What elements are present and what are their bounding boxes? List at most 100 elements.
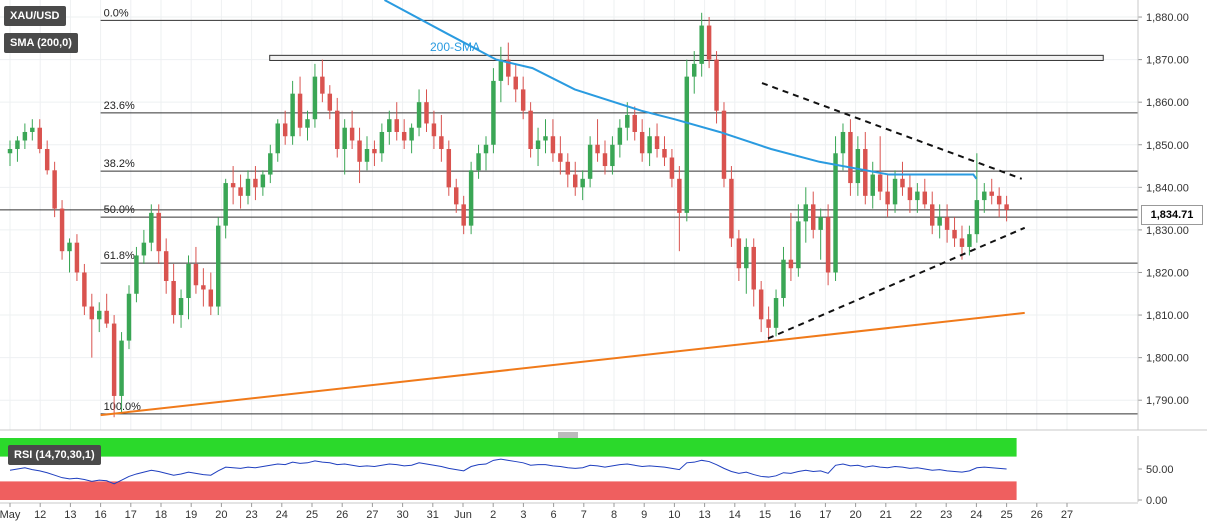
bull-candle xyxy=(483,144,489,154)
bear-candle xyxy=(944,217,950,230)
time-tick-label: 24 xyxy=(970,509,982,521)
price-tick-label: 1,840.00 xyxy=(1146,182,1189,194)
bear-candle xyxy=(877,174,883,192)
time-tick-label: 13 xyxy=(698,509,710,521)
bear-candle xyxy=(520,89,526,111)
sma-200-path xyxy=(384,0,978,180)
time-tick-label: 12 xyxy=(34,509,46,521)
bull-candle xyxy=(535,140,541,150)
bear-candle xyxy=(74,242,80,273)
bear-candle xyxy=(44,149,50,171)
bear-candle xyxy=(922,191,928,205)
bull-candle xyxy=(833,153,838,273)
time-tick-label: 7 xyxy=(581,509,587,521)
price-tick-label: 1,810.00 xyxy=(1146,310,1189,322)
bull-candle xyxy=(305,119,310,128)
bear-candle xyxy=(528,110,533,150)
bear-candle xyxy=(156,212,161,252)
bear-candle xyxy=(573,174,578,188)
bear-candle xyxy=(602,153,608,167)
pane-resize-handle[interactable] xyxy=(558,432,578,438)
bull-candle xyxy=(684,76,690,213)
bear-candle xyxy=(1004,204,1009,210)
bear-candle xyxy=(201,285,206,290)
bear-candle xyxy=(654,136,660,150)
fib-label: 0.0% xyxy=(104,7,129,19)
bear-candle xyxy=(952,229,957,239)
bear-candle xyxy=(900,178,905,188)
fib-label: 23.6% xyxy=(104,100,135,112)
rsi-tick-label: 50.00 xyxy=(1146,464,1174,476)
bear-candle xyxy=(208,289,214,307)
time-tick-label: 9 xyxy=(641,509,647,521)
bear-candle xyxy=(825,217,831,273)
rsi-indicator-badge[interactable]: RSI (14,70,30,1) xyxy=(8,445,101,465)
bull-candle xyxy=(178,298,184,316)
fib-label: 38.2% xyxy=(104,158,135,170)
bear-candle xyxy=(729,178,734,239)
bear-candle xyxy=(297,93,303,128)
bull-candle xyxy=(7,149,13,154)
bear-candle xyxy=(565,161,571,175)
bull-candle xyxy=(796,221,801,269)
bear-candle xyxy=(848,131,853,184)
bull-candle xyxy=(268,153,273,175)
bull-candle xyxy=(416,102,422,128)
bear-candle xyxy=(907,187,913,201)
bull-candle xyxy=(855,149,861,184)
bull-candle xyxy=(818,217,823,230)
bull-candle xyxy=(937,217,942,226)
bull-candle xyxy=(625,114,630,128)
bull-candle xyxy=(587,144,593,179)
bear-candle xyxy=(513,76,518,90)
bear-candle xyxy=(885,191,890,205)
bear-candle xyxy=(595,144,600,154)
time-tick-label: 14 xyxy=(729,509,741,521)
bull-candle xyxy=(119,340,124,396)
sma-annotation: 200-SMA xyxy=(430,40,480,54)
price-tick-label: 1,800.00 xyxy=(1146,353,1189,365)
bear-candle xyxy=(989,191,994,196)
bear-candle xyxy=(424,102,429,124)
sma-200-line xyxy=(384,0,978,180)
price-pane xyxy=(0,0,1138,430)
bull-candle xyxy=(275,123,280,154)
bull-candle xyxy=(498,59,504,81)
bull-candle xyxy=(97,310,102,320)
rsi-line xyxy=(9,458,1007,485)
bull-candle xyxy=(840,131,846,154)
bull-candle xyxy=(149,212,154,243)
price-tick-label: 1,850.00 xyxy=(1146,140,1189,152)
bear-candle xyxy=(171,280,176,316)
time-tick-label: 24 xyxy=(276,509,288,521)
rsi-oversold-band xyxy=(0,481,1017,500)
bear-candle xyxy=(788,259,794,269)
bear-candle xyxy=(751,246,756,290)
sma-indicator-badge[interactable]: SMA (200,0) xyxy=(4,33,78,53)
bull-candle xyxy=(744,246,749,269)
bear-candle xyxy=(721,110,727,179)
time-tick-label: 2 xyxy=(490,509,496,521)
time-tick-label: 10 xyxy=(668,509,680,521)
time-tick-label: 25 xyxy=(1000,509,1012,521)
rsi-tick-label: 0.00 xyxy=(1146,495,1167,507)
time-tick-label: 15 xyxy=(759,509,771,521)
bear-candle xyxy=(863,149,868,196)
bull-candle xyxy=(870,174,875,196)
bull-candle xyxy=(982,191,987,201)
price-tick-label: 1,870.00 xyxy=(1146,55,1189,67)
bear-candle xyxy=(766,319,771,328)
bear-candle xyxy=(810,204,816,230)
bear-candle xyxy=(335,110,340,150)
bear-candle xyxy=(996,195,1002,205)
symbol-badge[interactable]: XAU/USD xyxy=(4,6,66,26)
bull-candle xyxy=(216,225,221,307)
triangle-trendline xyxy=(767,226,1026,340)
bear-candle xyxy=(959,238,965,247)
bear-candle xyxy=(89,306,95,320)
bear-candle xyxy=(394,119,399,132)
time-tick-label: 27 xyxy=(366,509,378,521)
bear-candle xyxy=(401,131,407,141)
fib-label: 100.0% xyxy=(104,401,142,413)
